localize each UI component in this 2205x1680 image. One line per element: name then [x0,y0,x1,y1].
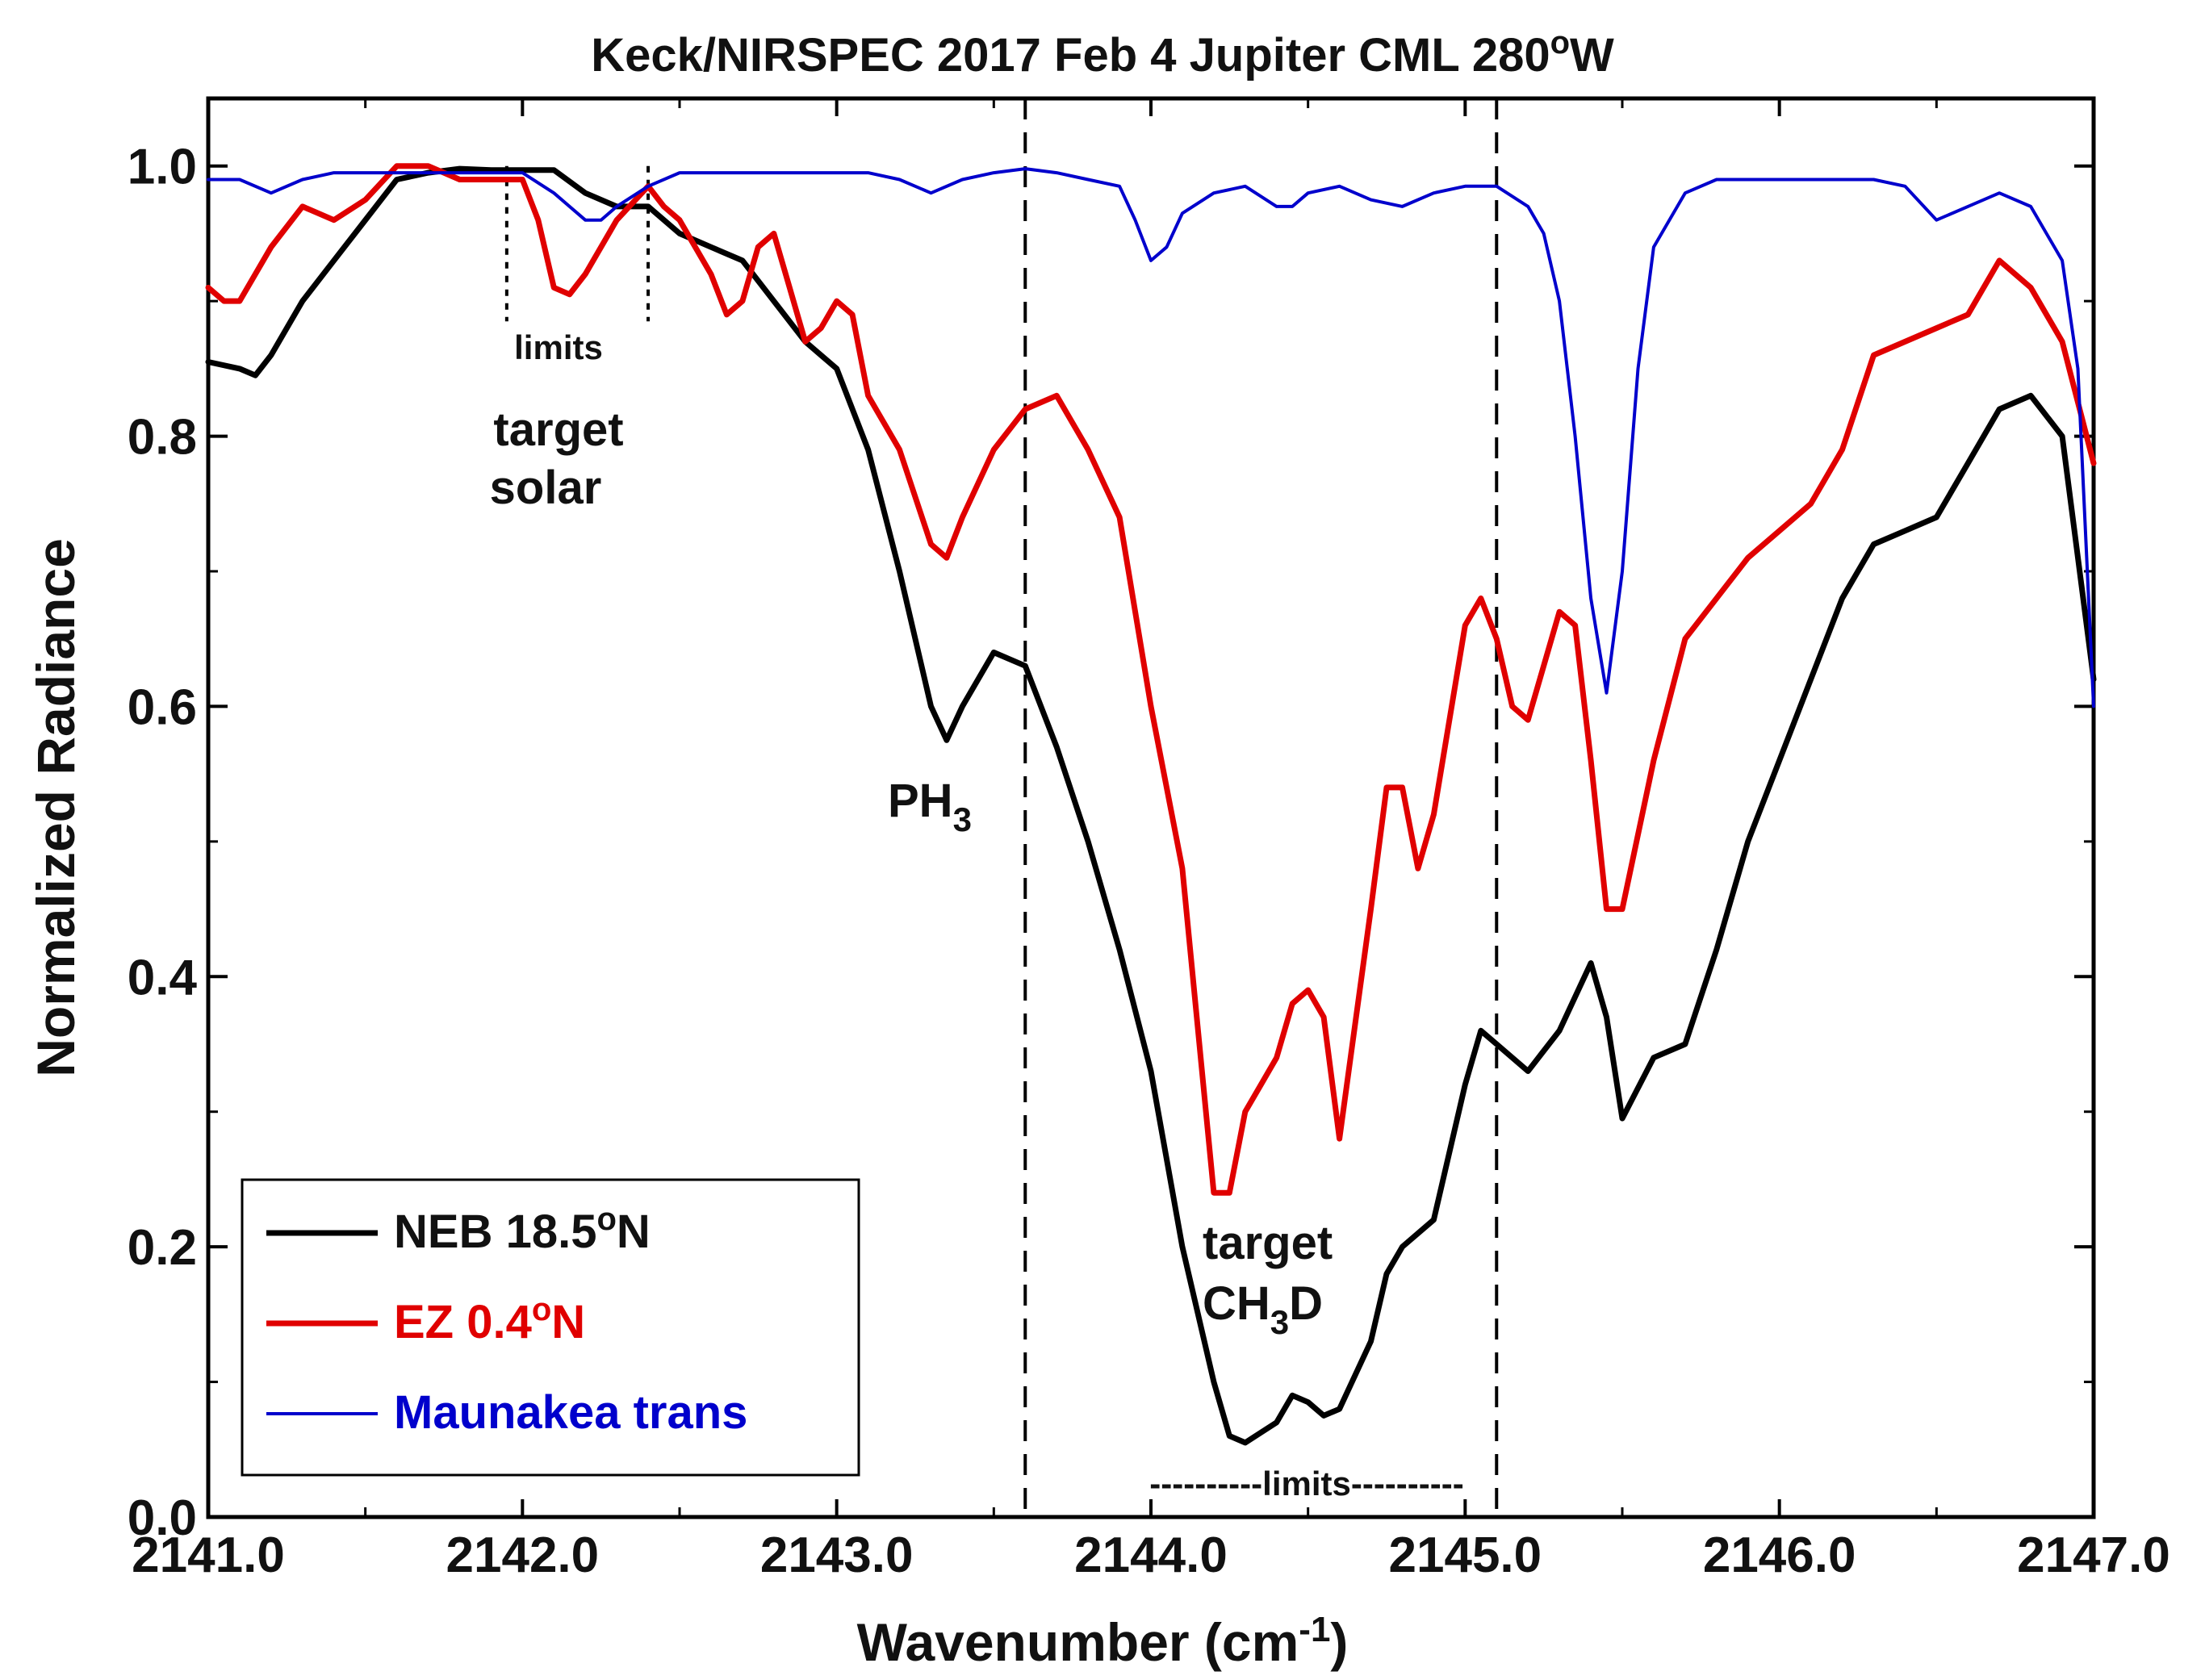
x-axis-title: Wavenumber (cm-1) [857,1610,1349,1672]
target-ch3d-label-line1: target [1203,1217,1333,1269]
target-solar-label-line2: solar [490,462,602,514]
x-tick-label: 2145.0 [1389,1527,1542,1583]
y-tick-label: 0.0 [128,1490,197,1546]
legend-label: Maunakea trans [394,1386,747,1439]
y-tick-label: 1.0 [128,140,197,195]
ch3d-limits-label: ----------limits---------- [1149,1465,1463,1502]
chart-title: Keck/NIRSPEC 2017 Feb 4 Jupiter CML 280o… [591,25,1614,81]
x-tick-label: 2146.0 [1703,1527,1856,1583]
y-tick-label: 0.4 [128,950,198,1005]
y-tick-label: 0.6 [128,679,197,735]
legend-label: EZ 0.4oN [394,1292,585,1348]
target-solar-label-line1: target [493,403,623,456]
y-tick-label: 0.2 [128,1220,197,1276]
y-tick-label: 0.8 [128,410,197,466]
x-tick-label: 2144.0 [1074,1527,1228,1583]
target-ch3d-label-line2: CH3D [1203,1277,1323,1341]
x-tick-label: 2147.0 [2017,1527,2170,1583]
spectrum-chart: Keck/NIRSPEC 2017 Feb 4 Jupiter CML 280o… [0,0,2205,1680]
x-tick-label: 2142.0 [446,1527,600,1583]
y-axis-title: Normalized Radiance [26,538,86,1077]
ph3-label: PH3 [888,775,972,838]
x-tick-label: 2143.0 [760,1527,914,1583]
solar-limits-label: limits [514,328,603,366]
series-line-maunakea-trans [208,169,2094,706]
